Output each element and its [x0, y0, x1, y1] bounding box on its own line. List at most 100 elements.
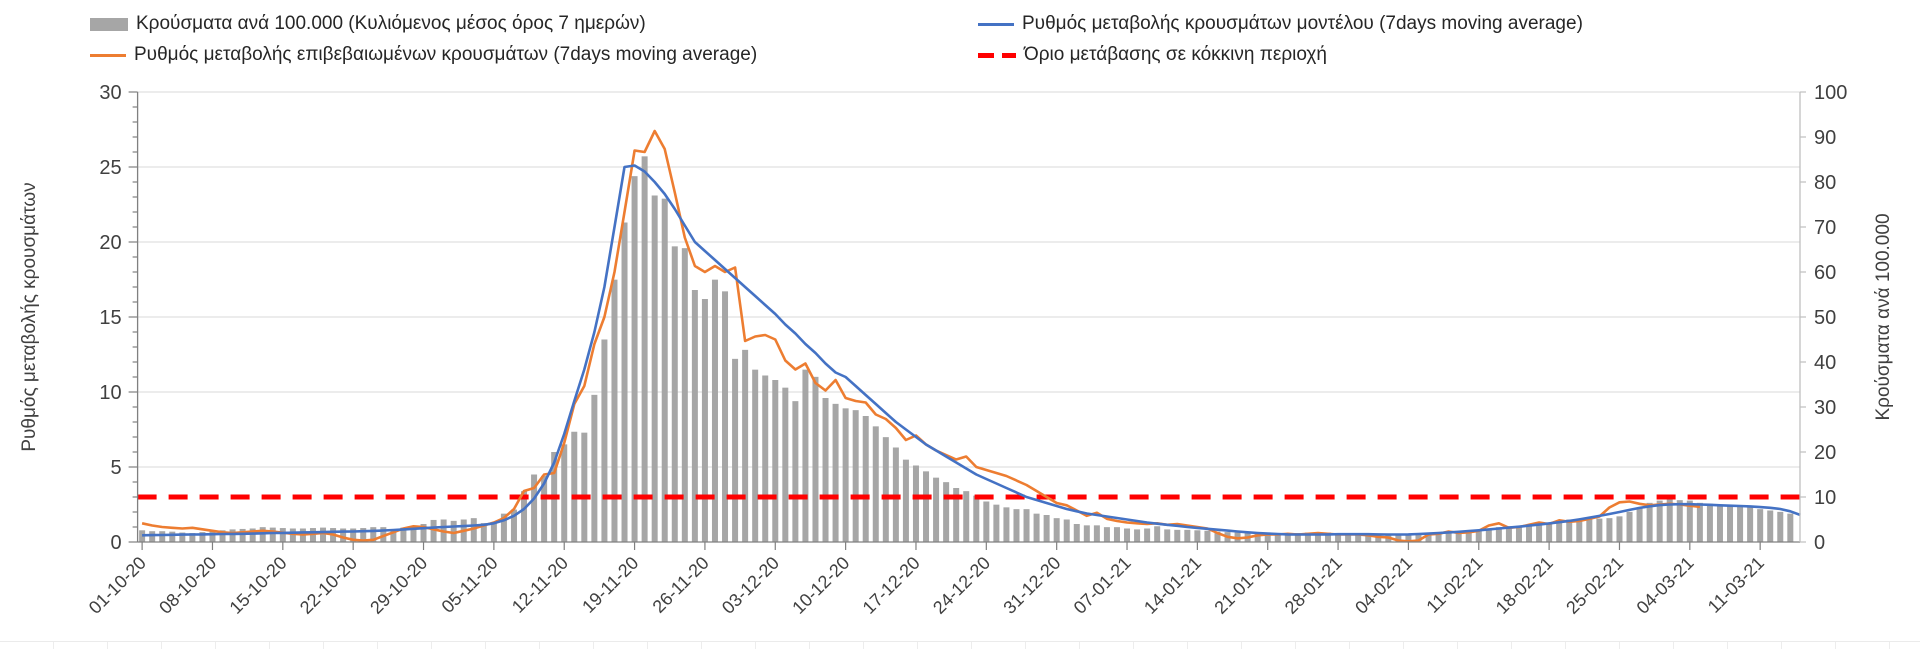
bar: [691, 290, 698, 542]
left-axis-tick-label: 15: [99, 307, 121, 329]
bar: [219, 530, 226, 542]
legend-label: Κρούσματα ανά 100.000 (Κυλιόμενος μέσος …: [136, 13, 646, 34]
x-axis-tick-label: 22-10-20: [296, 553, 361, 618]
x-axis-tick-label: 26-11-20: [649, 553, 713, 617]
legend-item-red-threshold[interactable]: Όριο μετάβασης σε κόκκινη περιοχή: [978, 43, 1327, 67]
legend-item-cases-bars[interactable]: Κρούσματα ανά 100.000 (Κυλιόμενος μέσος …: [90, 12, 646, 36]
x-axis-tick-label: 10-12-20: [788, 553, 853, 618]
bar: [581, 432, 588, 542]
right-axis-tick-label: 10: [1814, 487, 1836, 509]
bar: [1455, 531, 1462, 542]
bar: [1345, 533, 1352, 542]
bar: [1676, 500, 1683, 542]
bar: [1556, 521, 1563, 542]
bar: [621, 222, 628, 542]
bar: [993, 504, 1000, 542]
bar: [752, 369, 759, 542]
right-axis-tick-label: 0: [1814, 532, 1825, 554]
bar: [1716, 504, 1723, 542]
bar: [179, 532, 186, 542]
bar: [1304, 532, 1311, 542]
bar: [1656, 500, 1663, 542]
x-axis-tick-label: 01-10-20: [85, 553, 150, 618]
x-axis-tick-label: 15-10-20: [226, 553, 291, 618]
x-axis-tick-label: 12-11-20: [508, 553, 572, 617]
bar: [1495, 527, 1502, 542]
bar: [1787, 513, 1794, 542]
bar: [651, 195, 658, 542]
bar: [1214, 531, 1221, 542]
bar: [1606, 518, 1613, 542]
left-axis-tick-label: 30: [99, 82, 121, 104]
bar: [571, 431, 578, 542]
legend-label: Ρυθμός μεταβολής επιβεβαιωμένων κρουσμάτ…: [134, 44, 758, 65]
legend-item-confirmed-rate[interactable]: Ρυθμός μεταβολής επιβεβαιωμένων κρουσμάτ…: [90, 43, 757, 67]
legend-label: Όριο μετάβασης σε κόκκινη περιοχή: [1024, 44, 1327, 65]
legend-item-model-rate[interactable]: Ρυθμός μεταβολής κρουσμάτων μοντέλου (7d…: [978, 12, 1583, 36]
right-axis-tick-label: 40: [1814, 352, 1836, 374]
bar: [762, 375, 769, 542]
bar: [1013, 509, 1020, 542]
bar: [1636, 507, 1643, 542]
bar: [822, 398, 829, 542]
bar: [1727, 505, 1734, 542]
right-axis-tick-label: 80: [1814, 172, 1836, 194]
bar: [1515, 527, 1522, 542]
bar: [239, 528, 246, 542]
bar: [1757, 509, 1764, 542]
bar: [661, 198, 668, 542]
bar: [943, 482, 950, 542]
bar: [1124, 528, 1131, 542]
left-axis-tick-label: 5: [110, 457, 121, 479]
x-axis-tick-label: 05-11-20: [438, 553, 502, 617]
bar: [289, 528, 296, 542]
bar: [1777, 511, 1784, 542]
bar: [500, 513, 507, 542]
left-axis-tick-label: 25: [99, 157, 121, 179]
x-axis-tick-label: 11-03-21: [1704, 553, 1768, 617]
bar: [923, 471, 930, 542]
bar: [360, 528, 367, 542]
bar: [722, 291, 729, 542]
bar: [320, 527, 327, 542]
bar: [1204, 530, 1211, 542]
bar: [380, 527, 387, 542]
bar: [1616, 516, 1623, 542]
bar: [1073, 524, 1080, 542]
bar: [1365, 533, 1372, 542]
spreadsheet-grid-strip: [0, 641, 1920, 649]
bar: [1395, 533, 1402, 542]
bar: [1435, 532, 1442, 542]
right-axis-tick-label: 60: [1814, 262, 1836, 284]
bar: [470, 518, 477, 542]
bar: [1586, 519, 1593, 542]
bar: [199, 532, 206, 542]
right-axis-tick-label: 20: [1814, 442, 1836, 464]
bar: [370, 527, 377, 542]
bar: [209, 531, 216, 542]
bar: [1325, 532, 1332, 542]
bar: [541, 475, 548, 542]
x-axis-tick-label: 21-01-21: [1210, 553, 1275, 618]
bar: [1154, 526, 1161, 542]
bar: [1576, 518, 1583, 542]
bar: [882, 437, 889, 542]
orange-line-swatch-icon: [90, 53, 126, 57]
bar: [872, 426, 879, 542]
bar: [1737, 506, 1744, 542]
left-axis-tick-label: 10: [99, 382, 121, 404]
bar: [531, 474, 538, 542]
bar: [149, 531, 156, 542]
confirmed-rate-line: [141, 129, 1701, 543]
bar: [933, 477, 940, 542]
right-axis-tick-label: 30: [1814, 397, 1836, 419]
bar: [1003, 507, 1010, 542]
bar: [490, 523, 497, 542]
bar: [953, 488, 960, 542]
bar: [480, 523, 487, 542]
bar: [189, 533, 196, 542]
bar: [420, 524, 427, 542]
bar: [1335, 533, 1342, 542]
bar: [1254, 533, 1261, 542]
